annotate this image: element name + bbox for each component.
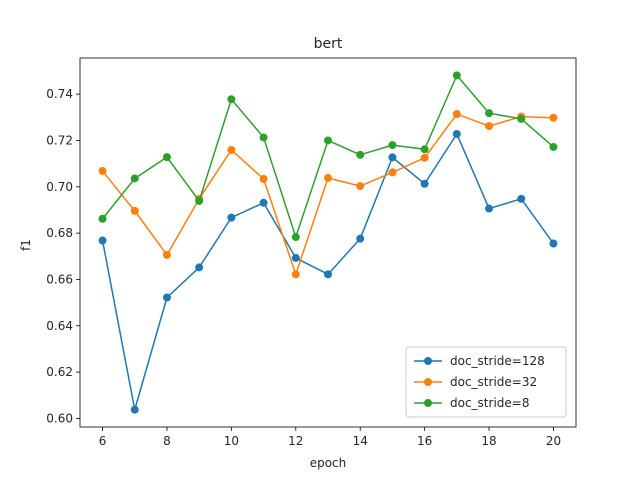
data-point [517,114,526,123]
data-point [388,153,397,162]
legend-marker [424,399,432,407]
y-tick-label: 0.62 [46,365,73,379]
data-point [98,214,107,223]
data-point [356,150,365,159]
x-tick-label: 14 [353,434,368,448]
legend-label: doc_stride=8 [450,396,529,410]
data-point [452,110,461,119]
data-point [420,153,429,162]
data-point [485,109,494,118]
data-point [291,253,300,262]
data-point [324,270,332,279]
data-point [195,196,204,205]
y-tick-label: 0.70 [46,180,73,194]
y-tick-label: 0.72 [46,133,73,147]
x-axis-label: epoch [310,456,347,470]
data-point [388,141,397,150]
legend-box [405,346,567,418]
data-point [324,173,332,182]
x-tick-label: 6 [99,434,107,448]
data-point [356,234,365,243]
data-point [485,122,494,131]
data-point [98,167,107,176]
axes: 6 8 10 12 14 16 18 20 0.60 0.62 0.64 0.66 0.68 0.70 0.… [46,57,577,448]
data-point [549,142,558,151]
legend-label: doc_stride=128 [450,354,545,368]
y-tick-label: 0.68 [46,226,73,240]
data-point [452,129,461,138]
x-tick-label: 18 [481,434,496,448]
data-point [259,133,268,142]
x-tick-label: 16 [417,434,432,448]
data-point [130,174,139,183]
data-point [162,293,171,302]
data-point [485,204,494,213]
x-tick-label: 8 [163,434,171,448]
data-point [227,213,236,222]
data-point [227,95,236,104]
y-tick-label: 0.64 [46,319,73,333]
y-tick-label: 0.66 [46,272,73,286]
data-point [162,153,171,162]
data-point [291,233,300,242]
axes-frame [79,57,577,428]
data-point [324,136,332,145]
data-point [517,194,526,203]
data-point [549,239,558,248]
legend-marker [424,378,432,386]
data-point [291,270,300,279]
y-axis-label: f1 [19,239,33,251]
x-tick-label: 10 [224,434,239,448]
data-point [388,168,397,177]
legend: doc_stride=128 doc_stride=32 doc_stride=8 [405,346,567,418]
x-tick-label: 12 [288,434,303,448]
legend-marker [424,357,432,365]
y-tick-label: 0.60 [46,411,73,425]
data-point [130,405,139,414]
x-tick-label: 20 [546,434,561,448]
data-point [195,263,204,272]
data-point [452,71,461,80]
data-point [420,179,429,188]
chart-title: bert [314,36,343,52]
legend-label: doc_stride=32 [450,375,537,389]
plot-area [98,71,558,414]
data-point [420,145,429,154]
data-point [259,174,268,183]
data-point [130,206,139,215]
data-point [356,182,365,191]
y-tick-label: 0.74 [46,87,73,101]
data-point [259,198,268,207]
data-point [227,145,236,154]
data-point [162,250,171,259]
data-point [549,113,558,122]
data-point [98,236,107,245]
